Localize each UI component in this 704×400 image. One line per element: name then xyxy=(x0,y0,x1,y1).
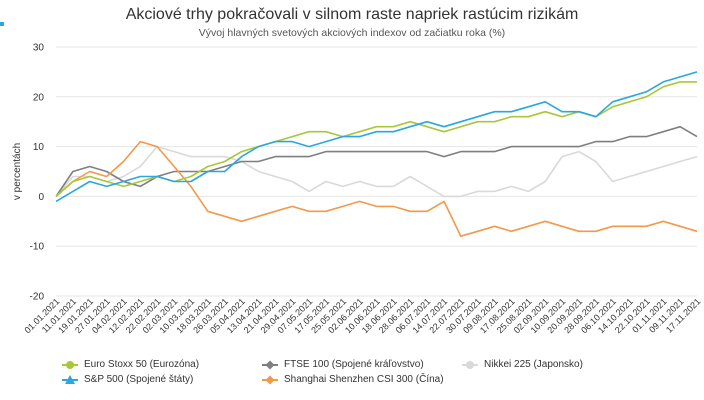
line-chart: 30 20 10 0 -10 -20 v percentách 01.01.202111.… xyxy=(12,43,702,336)
legend-marker-icon xyxy=(262,359,278,370)
y-tick-label: 0 xyxy=(38,192,44,203)
legend: Euro Stoxx 50 (Eurozóna) FTSE 100 (Spojen… xyxy=(0,357,704,397)
legend-label: Euro Stoxx 50 (Eurozóna) xyxy=(84,359,200,370)
legend-label: Nikkei 225 (Japonsko) xyxy=(484,359,583,370)
series-line-ftse xyxy=(55,125,698,197)
legend-marker-icon xyxy=(262,374,278,385)
series-lines xyxy=(55,71,698,237)
y-tick-label: 10 xyxy=(33,142,45,153)
legend-item-nikkei[interactable]: Nikkei 225 (Japonsko) xyxy=(462,359,583,370)
y-axis-ticks: 30 20 10 0 -10 -20 xyxy=(30,43,45,303)
series-line-shanghai xyxy=(55,140,698,237)
y-axis-label: v percentách xyxy=(12,143,23,200)
y-tick-label: -10 xyxy=(30,242,45,253)
legend-item-shanghai[interactable]: Shanghai Shenzhen CSI 300 (Čína) xyxy=(262,374,444,385)
legend-label: S&P 500 (Spojené štáty) xyxy=(84,374,194,385)
legend-item-sp500[interactable]: S&P 500 (Spojené štáty) xyxy=(62,374,193,385)
series-line-nikkei xyxy=(55,145,698,198)
y-tick-label: 20 xyxy=(33,92,45,103)
legend-marker-icon xyxy=(62,360,78,370)
legend-item-eurostoxx[interactable]: Euro Stoxx 50 (Eurozóna) xyxy=(62,359,199,370)
y-tick-label: -20 xyxy=(30,292,45,303)
accent-mark xyxy=(0,22,4,26)
legend-item-ftse[interactable]: FTSE 100 (Spojené kráľovstvo) xyxy=(262,359,424,370)
legend-label: FTSE 100 (Spojené kráľovstvo) xyxy=(284,359,424,370)
chart-subtitle: Vývoj hlavných svetových akciových index… xyxy=(198,27,506,39)
series-line-sp500 xyxy=(55,71,698,203)
y-tick-label: 30 xyxy=(33,43,45,54)
legend-label: Shanghai Shenzhen CSI 300 (Čína) xyxy=(284,374,444,385)
x-axis-ticks: 01.01.202111.01.202119.01.202127.01.2021… xyxy=(22,296,702,335)
gridlines xyxy=(56,46,697,297)
chart-title: Akciové trhy pokračovali v silnom raste … xyxy=(125,6,579,23)
legend-marker-icon xyxy=(62,374,78,385)
legend-marker-icon xyxy=(462,360,478,370)
